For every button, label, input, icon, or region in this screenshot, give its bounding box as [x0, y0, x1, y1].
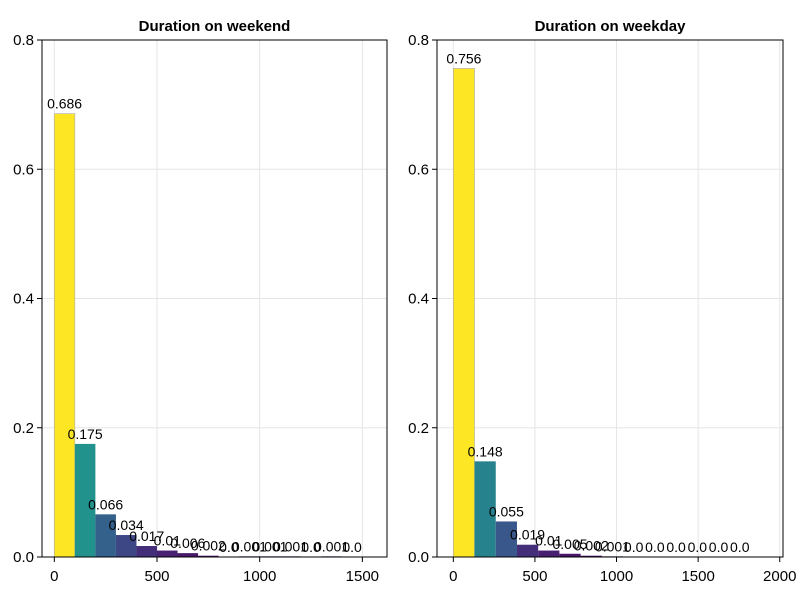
bar-value-label: 0.0 [301, 539, 321, 555]
x-tick-label: 0 [449, 568, 457, 585]
y-tick-label: 0.6 [13, 161, 34, 178]
histogram-bar [198, 555, 219, 557]
bar-value-label: 0.01 [154, 533, 181, 549]
bar-value-label: 0.017 [129, 528, 164, 544]
bar-value-label: 0.0 [342, 539, 362, 555]
bar-value-label: 0.001 [273, 538, 308, 554]
histogram-bar [538, 550, 560, 557]
histogram-bar [177, 553, 199, 557]
bar-value-label: 0.0 [645, 539, 665, 555]
bar-value-label: 0.686 [47, 96, 82, 112]
bar-value-label: 0.001 [595, 538, 630, 554]
bar-value-label: 0.175 [68, 426, 103, 442]
y-tick-label: 0.2 [408, 420, 429, 437]
bar-value-label: 0.001 [252, 538, 287, 554]
y-tick-label: 0.6 [408, 161, 429, 178]
bar-value-label: 0.055 [489, 503, 524, 519]
x-tick-label: 500 [522, 568, 547, 585]
histogram-bar [115, 535, 137, 557]
y-tick-label: 0.4 [13, 291, 34, 308]
histogram-bar [54, 113, 76, 558]
histogram-bar [495, 521, 517, 557]
bar-value-label: 0.0 [624, 539, 644, 555]
bar-value-label: 0.006 [170, 535, 205, 551]
bar-value-label: 0.0 [709, 539, 729, 555]
chart-title: Duration on weekend [139, 18, 291, 35]
y-tick-label: 0.0 [408, 549, 429, 566]
histogram-bar [580, 555, 602, 557]
histogram-bar [74, 443, 96, 557]
bar-value-label: 0.0 [666, 539, 686, 555]
bar-value-label: 0.005 [552, 536, 587, 552]
x-tick-label: 1000 [600, 568, 633, 585]
bar-value-label: 0.001 [232, 538, 267, 554]
y-tick-label: 0.2 [13, 420, 34, 437]
histogram-bar [453, 68, 475, 558]
bar-value-label: 0.002 [574, 538, 609, 554]
bar-value-label: 0.002 [191, 538, 226, 554]
bar-value-label: 0.0 [219, 539, 239, 555]
bar-value-label: 0.756 [446, 50, 481, 66]
y-tick-label: 0.0 [13, 549, 34, 566]
bar-value-label: 0.148 [468, 443, 503, 459]
chart-title: Duration on weekday [535, 18, 687, 35]
histogram-bar [95, 514, 116, 557]
x-tick-label: 1500 [681, 568, 714, 585]
histogram-bar [559, 553, 581, 557]
histogram-bar [157, 550, 178, 557]
bar-value-label: 0.0 [688, 539, 708, 555]
chart-panel-1: 0.6860.1750.0660.0340.0170.010.0060.0020… [13, 18, 388, 585]
bar-value-label: 0.01 [535, 533, 562, 549]
histogram-bar [136, 546, 157, 557]
bar-value-label: 0.001 [314, 538, 349, 554]
bar-value-label: 0.034 [109, 517, 144, 533]
y-tick-label: 0.4 [408, 291, 429, 308]
bar-value-label: 0.066 [88, 496, 123, 512]
histogram-bar [516, 544, 539, 557]
bar-value-label: 0.0 [730, 539, 750, 555]
y-tick-label: 0.8 [13, 32, 34, 49]
plots: 0.6860.1750.0660.0340.0170.010.0060.0020… [13, 18, 796, 585]
x-tick-label: 1500 [346, 568, 379, 585]
x-tick-label: 1000 [243, 568, 276, 585]
x-tick-label: 0 [50, 568, 58, 585]
bar-value-label: 0.019 [510, 527, 545, 543]
x-tick-label: 2000 [763, 568, 796, 585]
histogram-bar [474, 461, 496, 557]
chart-panel-2: 0.7560.1480.0550.0190.010.0050.0020.0010… [408, 18, 796, 585]
y-tick-label: 0.8 [408, 32, 429, 49]
x-tick-label: 500 [144, 568, 169, 585]
